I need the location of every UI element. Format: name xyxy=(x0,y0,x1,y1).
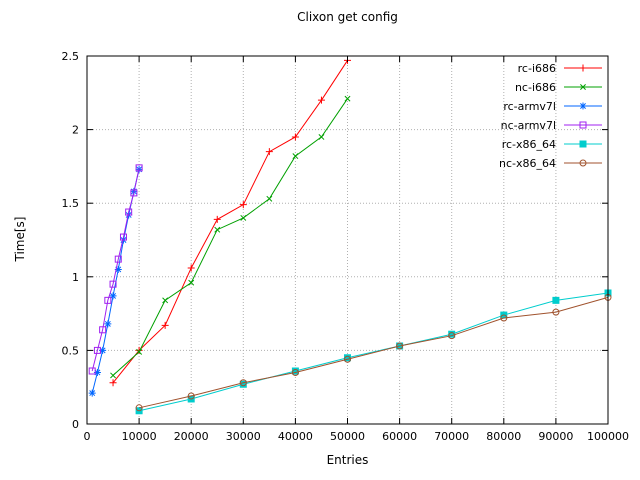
data-point-marker xyxy=(125,208,133,216)
data-point-marker xyxy=(291,368,299,376)
data-point-marker xyxy=(188,279,195,286)
legend-entry-nc-x86_64: nc-x86_64 xyxy=(499,157,602,170)
data-point-marker xyxy=(114,255,122,263)
series-line xyxy=(112,60,348,384)
data-point-marker xyxy=(109,379,117,387)
legend-label: nc-x86_64 xyxy=(499,157,556,170)
data-point-marker xyxy=(318,134,325,140)
y-axis-label: Time[s] xyxy=(13,216,27,262)
legend-label: rc-i686 xyxy=(518,62,556,75)
series-rc-x86_64 xyxy=(135,289,612,415)
data-point-marker xyxy=(88,367,96,375)
data-point-marker xyxy=(104,296,112,304)
series-nc-i686 xyxy=(110,95,351,379)
data-point-marker xyxy=(317,96,325,104)
data-point-marker xyxy=(110,372,117,379)
legend: rc-i686 nc-i686 rc-armv7l nc-armv7l rc-x86_6… xyxy=(499,62,602,170)
series-line xyxy=(138,296,609,409)
x-tick-label: 20000 xyxy=(174,430,209,443)
data-point-marker xyxy=(214,226,221,233)
data-point-marker xyxy=(552,296,560,304)
grid xyxy=(86,55,609,425)
data-point-marker xyxy=(99,326,107,334)
x-tick-label: 30000 xyxy=(226,430,261,443)
data-point-marker xyxy=(162,297,169,304)
data-point-marker xyxy=(580,84,586,90)
data-point-marker xyxy=(239,201,247,209)
chart-title: Clixon get config xyxy=(297,10,398,24)
y-tick-label: 1.5 xyxy=(62,197,80,210)
data-point-marker xyxy=(291,133,299,141)
data-point-marker xyxy=(579,64,587,72)
data-point-marker xyxy=(213,215,221,223)
data-point-marker xyxy=(130,189,138,197)
y-tick-label: 0 xyxy=(72,418,79,431)
data-point-marker xyxy=(89,390,96,397)
legend-label: nc-armv7l xyxy=(501,119,556,132)
data-point-marker xyxy=(579,140,587,148)
data-point-marker xyxy=(104,320,111,327)
x-tick-label: 60000 xyxy=(382,430,417,443)
data-point-marker xyxy=(136,348,143,355)
data-point-marker xyxy=(292,153,299,160)
axis-ticks: 0 10000 20000 30000 40000 50000 60000 70000 8000… xyxy=(62,50,630,443)
data-point-marker xyxy=(161,321,169,329)
x-tick-label: 10000 xyxy=(122,430,157,443)
y-tick-label: 2.5 xyxy=(62,50,80,63)
data-point-marker xyxy=(579,159,587,167)
data-point-marker xyxy=(344,95,351,102)
series-nc-x86_64 xyxy=(135,293,612,412)
data-point-marker xyxy=(500,314,508,322)
data-point-marker xyxy=(396,342,404,350)
legend-entry-rc-x86_64: rc-x86_64 xyxy=(502,138,602,151)
data-point-marker xyxy=(135,346,143,354)
series-line xyxy=(91,167,140,372)
series-rc-i686 xyxy=(109,56,351,387)
y-tick-label: 2 xyxy=(72,124,79,137)
data-point-marker xyxy=(552,308,560,316)
legend-entry-rc-armv7l: rc-armv7l xyxy=(503,100,602,113)
data-point-marker xyxy=(187,392,195,400)
data-point-marker xyxy=(239,379,247,387)
x-axis-label: Entries xyxy=(326,453,369,467)
data-point-marker xyxy=(119,233,127,241)
y-tick-label: 1 xyxy=(72,271,79,284)
series-line xyxy=(112,98,348,376)
data-point-marker xyxy=(579,121,587,129)
data-point-marker xyxy=(135,164,143,172)
series-nc-armv7l xyxy=(88,164,143,375)
x-tick-label: 90000 xyxy=(538,430,573,443)
x-tick-label: 100000 xyxy=(587,430,629,443)
data-point-marker xyxy=(240,214,247,221)
x-tick-label: 80000 xyxy=(486,430,521,443)
data-point-marker xyxy=(265,148,273,156)
data-point-marker xyxy=(187,264,195,272)
series-line xyxy=(138,292,609,412)
data-point-marker xyxy=(109,280,117,288)
data-point-marker xyxy=(344,355,351,363)
x-tick-label: 50000 xyxy=(330,430,365,443)
x-tick-label: 0 xyxy=(84,430,91,443)
legend-label: rc-armv7l xyxy=(503,100,556,113)
data-point-marker xyxy=(93,346,101,354)
x-tick-label: 70000 xyxy=(434,430,469,443)
data-point-marker xyxy=(266,195,273,202)
legend-entry-nc-i686: nc-i686 xyxy=(515,81,602,94)
data-point-marker xyxy=(580,103,586,109)
legend-label: rc-x86_64 xyxy=(502,138,556,151)
data-point-marker xyxy=(135,404,143,412)
legend-entry-nc-armv7l: nc-armv7l xyxy=(501,119,602,132)
legend-entry-rc-i686: rc-i686 xyxy=(518,62,602,75)
legend-label: nc-i686 xyxy=(515,81,556,94)
x-tick-label: 40000 xyxy=(278,430,313,443)
data-point-marker xyxy=(448,332,456,340)
y-tick-label: 0.5 xyxy=(62,344,80,357)
